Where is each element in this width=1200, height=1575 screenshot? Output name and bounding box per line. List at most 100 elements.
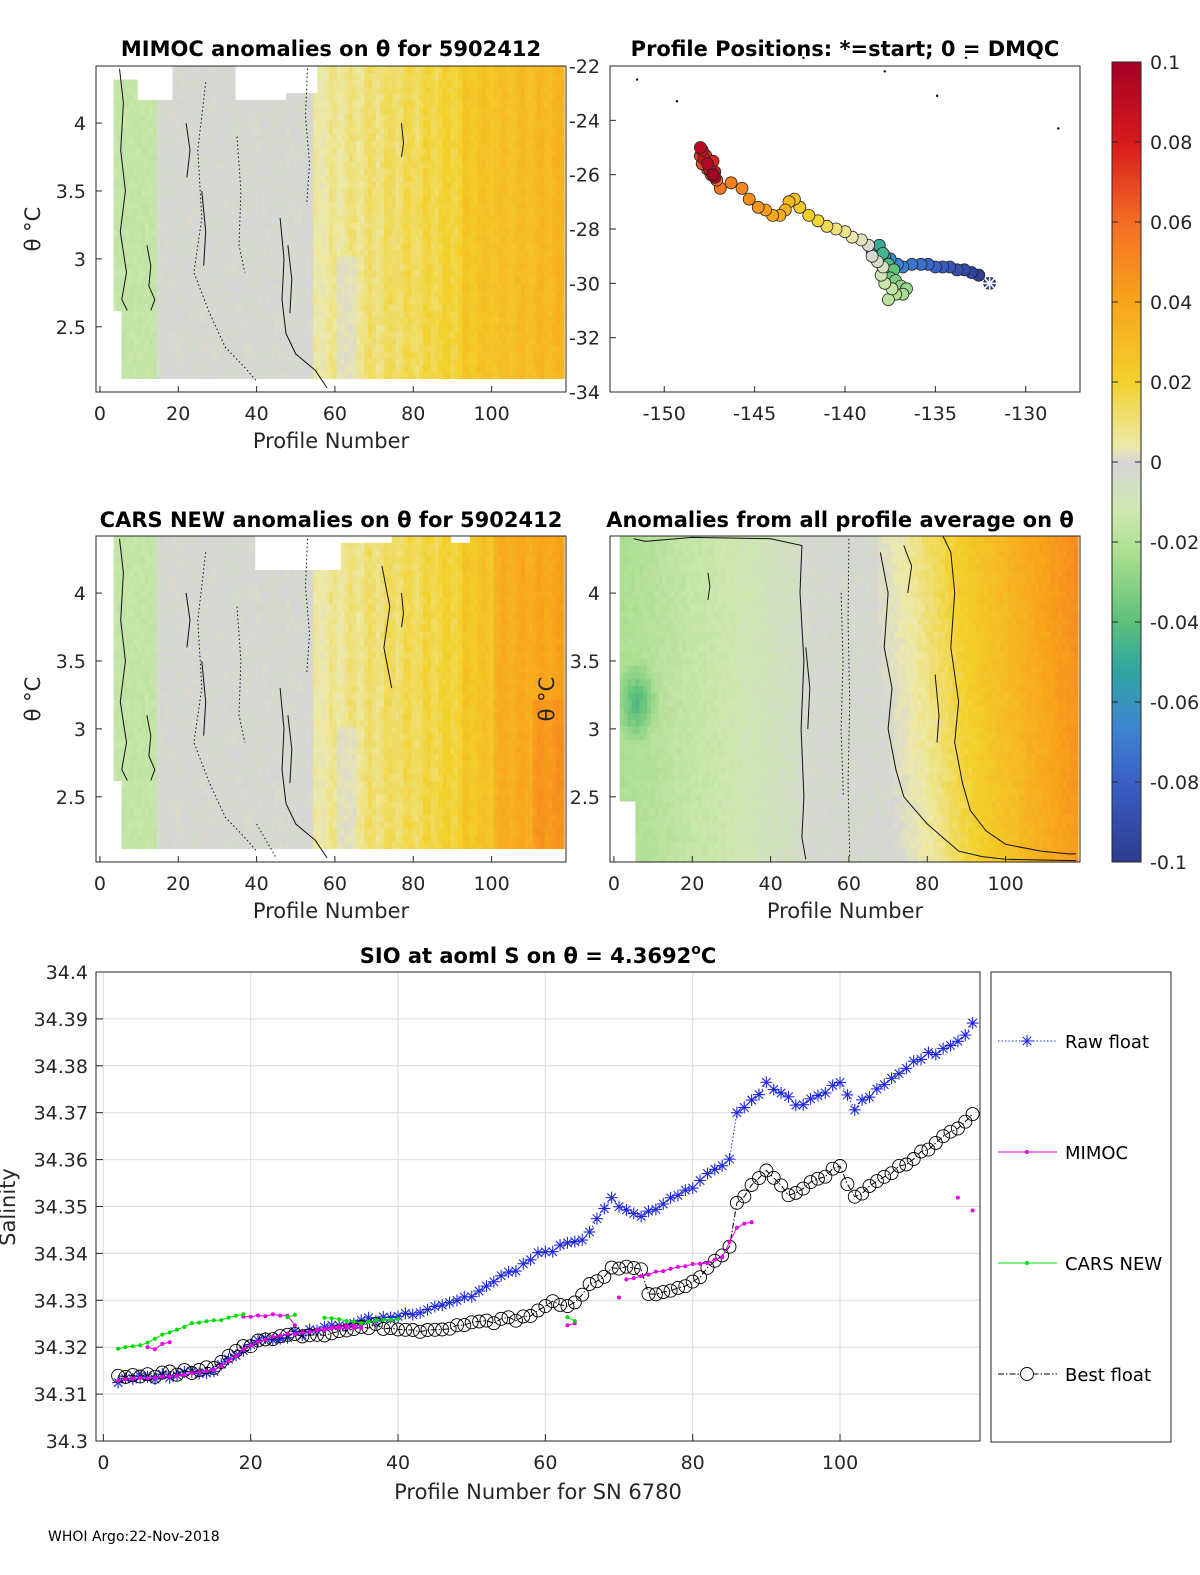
mimoc-cell — [305, 93, 311, 101]
mimoc-cell — [454, 127, 459, 135]
mimoc-cell — [544, 262, 549, 271]
mimoc-cell — [278, 147, 283, 155]
mimoc-cell — [231, 79, 236, 87]
mimoc-cell — [301, 330, 307, 339]
mimoc-cell — [505, 208, 510, 217]
mimoc-cell — [285, 283, 291, 291]
mimoc-cell — [325, 79, 330, 87]
mimoc-cell — [403, 167, 408, 176]
mimoc-cell — [262, 256, 267, 264]
mimoc-cell — [423, 201, 428, 210]
mimoc-cell — [137, 167, 142, 176]
mimoc-cell — [199, 229, 205, 237]
mimoc-cell — [470, 317, 475, 325]
mimoc-cell — [152, 215, 158, 223]
mimoc-cell — [387, 133, 393, 142]
mimoc-cell — [144, 120, 150, 128]
mimoc-cell — [227, 174, 232, 183]
mimoc-cell — [548, 99, 553, 108]
mimoc-cell — [481, 290, 487, 298]
mimoc-cell — [520, 269, 526, 278]
mimoc-cell — [524, 229, 530, 237]
mimoc-cell — [344, 86, 350, 94]
mimoc-cell — [454, 66, 459, 74]
mimoc-cell — [438, 344, 444, 352]
mimoc-cell — [419, 86, 424, 94]
mimoc-cell — [262, 188, 267, 196]
mimoc-cell — [242, 262, 248, 271]
mimoc-cell — [223, 167, 228, 176]
mimoc-cell — [223, 371, 228, 380]
mimoc-cell — [419, 133, 424, 142]
mimoc-cell — [376, 195, 381, 203]
mimoc-cell — [215, 113, 220, 121]
mimoc-cell — [176, 188, 181, 196]
mimoc-cell — [211, 188, 217, 196]
mimoc-cell — [360, 344, 365, 352]
mimoc-cell — [238, 127, 244, 135]
mimoc-cell — [199, 358, 205, 366]
mimoc-cell — [329, 147, 334, 155]
mimoc-cell — [548, 181, 553, 189]
mimoc-cell — [329, 201, 334, 210]
mimoc-cell — [188, 140, 193, 149]
mimoc-cell — [238, 161, 244, 169]
mimoc-cell — [325, 99, 330, 108]
mimoc-cell — [317, 256, 322, 264]
mimoc-cell — [144, 222, 150, 230]
mimoc-cell — [505, 330, 510, 339]
mimoc-cell — [489, 215, 495, 223]
mimoc-cell — [458, 229, 463, 237]
mimoc-cell — [325, 174, 330, 183]
mimoc-cell — [188, 120, 193, 128]
mimoc-cell — [340, 344, 346, 352]
mimoc-cell — [164, 235, 170, 244]
mimoc-cell — [517, 140, 522, 149]
mimoc-cell — [238, 296, 244, 305]
mimoc-cell — [544, 337, 549, 346]
mimoc-cell — [509, 106, 514, 115]
mimoc-cell — [407, 154, 412, 162]
mimoc-cell — [168, 99, 173, 108]
mimoc-cell — [137, 317, 142, 325]
mimoc-cell — [191, 195, 197, 203]
mimoc-cell — [207, 235, 213, 244]
mimoc-cell — [156, 364, 162, 373]
mimoc-cell — [489, 161, 495, 169]
mimoc-cell — [430, 93, 436, 101]
mimoc-cell — [117, 283, 123, 291]
mimoc-cell — [172, 256, 177, 264]
mimoc-cell — [141, 310, 146, 318]
mimoc-cell — [191, 133, 197, 142]
mimoc-cell — [540, 99, 546, 108]
mimoc-cell — [399, 235, 405, 244]
mimoc-cell — [536, 188, 542, 196]
mimoc-cell — [325, 242, 330, 250]
mimoc-cell — [168, 229, 173, 237]
mimoc-cell — [235, 229, 240, 237]
mimoc-cell — [176, 290, 181, 298]
mimoc-cell — [137, 256, 142, 264]
mimoc-cell — [313, 317, 318, 325]
mimoc-cell — [321, 167, 326, 176]
mimoc-cell — [368, 99, 373, 108]
mimoc-cell — [207, 364, 213, 373]
mimoc-cell — [383, 276, 389, 284]
mimoc-cell — [454, 195, 459, 203]
mimoc-cell — [297, 222, 303, 230]
mimoc-cell — [223, 229, 228, 237]
mimoc-cell — [513, 72, 518, 81]
mimoc-cell — [246, 106, 252, 115]
mimoc-cell — [238, 133, 244, 142]
mimoc-cell — [223, 310, 228, 318]
mimoc-cell — [172, 66, 177, 74]
mimoc-cell — [411, 120, 416, 128]
mimoc-cell — [309, 133, 314, 142]
mimoc-cell — [235, 317, 240, 325]
mimoc-cell — [117, 154, 123, 162]
mimoc-cell — [164, 249, 170, 257]
mimoc-cell — [376, 161, 381, 169]
mimoc-cell — [442, 140, 448, 149]
mimoc-cell — [231, 93, 236, 101]
mimoc-cell — [481, 283, 487, 291]
